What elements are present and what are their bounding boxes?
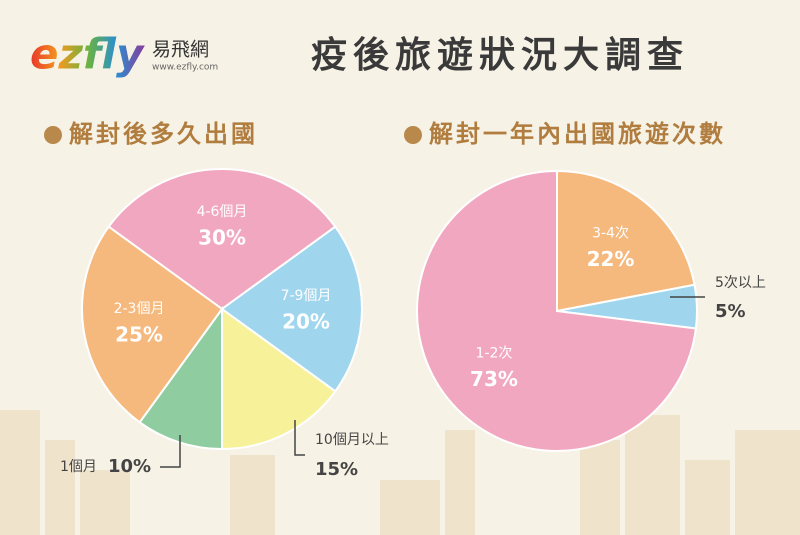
slice-label: 1-2次 — [476, 346, 513, 362]
main-title: 疫後旅遊狀況大調查 — [311, 35, 689, 76]
value-label: 5% — [715, 301, 746, 322]
logo: ezfly — [30, 30, 145, 79]
value-label: 10% — [108, 456, 151, 477]
value-label: 22% — [587, 247, 635, 271]
city-silhouette — [0, 410, 800, 535]
value-label: 73% — [470, 367, 518, 391]
slice-label: 4-6個月 — [197, 204, 248, 220]
pie-slice — [556, 169, 696, 313]
slice-label: 10個月以上 — [315, 432, 389, 448]
leader-line — [294, 420, 305, 456]
pie-slice — [138, 305, 223, 451]
logo-cn: 易飛網 — [152, 39, 209, 61]
title-bullet — [404, 126, 422, 144]
logo-url: www.ezfly.com — [152, 63, 218, 73]
slice-label: 1個月 — [60, 459, 97, 475]
slice-label: 3-4次 — [592, 225, 629, 241]
pie-slice — [221, 307, 337, 451]
value-label: 30% — [198, 226, 246, 250]
value-label: 25% — [115, 323, 163, 347]
pie-slice — [416, 169, 698, 452]
pie-slice — [81, 225, 224, 424]
pie-slice — [107, 168, 337, 311]
slice-label: 2-3個月 — [114, 301, 165, 317]
title-bullet — [44, 126, 62, 144]
slice-label: 7-9個月 — [281, 288, 332, 304]
slice-label: 5次以上 — [715, 275, 766, 291]
pie-title: 解封後多久出國 — [69, 120, 258, 148]
leader-line — [160, 435, 181, 468]
value-label: 15% — [315, 459, 358, 480]
pie-title: 解封一年內出國旅遊次數 — [429, 120, 726, 148]
value-label: 20% — [282, 310, 330, 334]
pie-slice — [220, 225, 363, 393]
